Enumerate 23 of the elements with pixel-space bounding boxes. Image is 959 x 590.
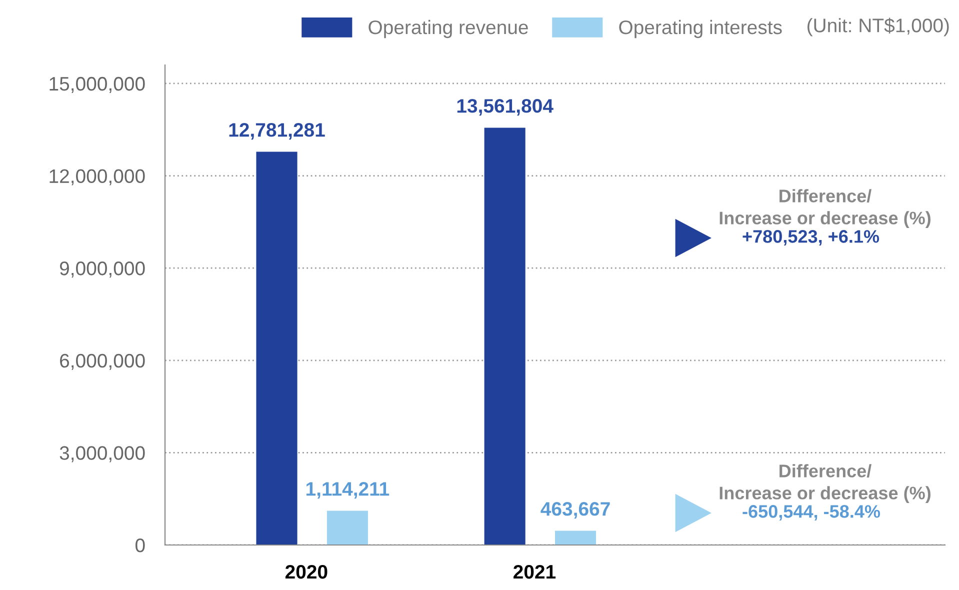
bar: [256, 152, 298, 545]
y-tick-label: 0: [136, 538, 145, 552]
y-tick-label: 15,000,000: [50, 76, 145, 93]
y-tick-label: 9,000,000: [60, 262, 145, 278]
data-label: 12,781,281: [229, 123, 325, 140]
y-tick-label: 3,000,000: [60, 446, 145, 462]
text: -650,544, -58.4%: [742, 505, 880, 520]
data-label: 1,114,211: [306, 482, 390, 499]
text: +780,523, +6.1%: [742, 230, 880, 246]
data-label: 13,561,804: [457, 98, 554, 116]
bar: [484, 128, 526, 545]
legend-label: Operating revenue: [368, 20, 528, 38]
data-label: 463,667: [540, 502, 610, 519]
y-tick-label: 12,000,000: [50, 169, 145, 186]
x-tick-label: 2021: [514, 564, 556, 579]
bar: [555, 530, 596, 545]
bar: [326, 510, 368, 545]
text: Difference/ Increase or decrease (%): [720, 189, 930, 228]
legend-label: Operating interests: [619, 20, 782, 38]
y-tick-label: 6,000,000: [60, 354, 145, 370]
text: (Unit: NT$1,000): [807, 18, 949, 36]
x-tick-label: 2020: [285, 564, 328, 579]
text: Difference/ Increase or decrease (%): [720, 464, 930, 503]
